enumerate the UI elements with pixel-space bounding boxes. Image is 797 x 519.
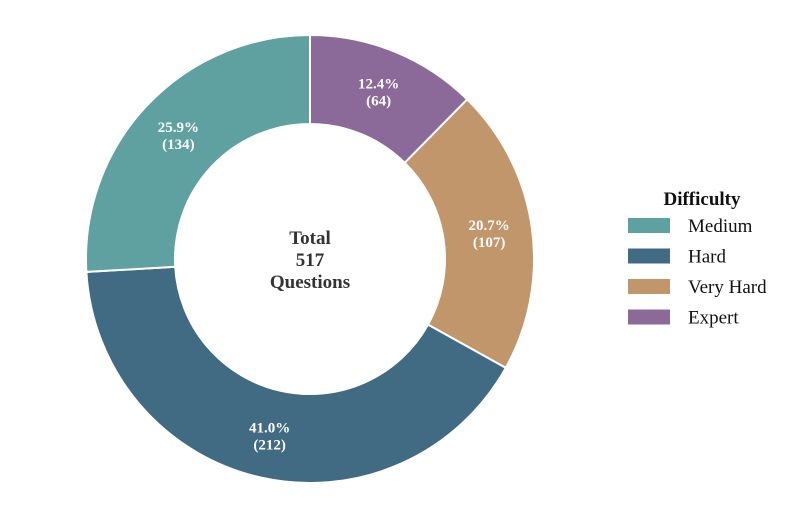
legend-label-hard: Hard (688, 247, 726, 268)
legend-swatch-hard (628, 248, 670, 264)
slice-very-hard (403, 97, 535, 370)
legend-swatch-medium (628, 218, 670, 233)
center-total-text: Total 517 Questions (270, 228, 350, 293)
legend: Difficulty Medium Hard Very Hard Expert (628, 189, 767, 329)
slice-count-label-medium: (134) (162, 137, 195, 153)
legend-title: Difficulty (663, 189, 741, 210)
center-line-2: 517 (296, 250, 325, 271)
slice-count-label-expert: (64) (366, 94, 391, 110)
center-line-3: Questions (270, 272, 350, 293)
legend-swatch-expert (628, 309, 670, 325)
slice-hard (85, 265, 508, 484)
legend-swatch-very-hard (628, 279, 670, 294)
legend-label-expert: Expert (688, 308, 739, 329)
slice-percent-label-medium: 25.9% (158, 120, 199, 136)
slice-percent-label-expert: 12.4% (358, 77, 399, 93)
legend-label-medium: Medium (688, 216, 753, 237)
center-line-1: Total (289, 228, 331, 249)
slice-percent-label-very-hard: 20.7% (469, 218, 510, 234)
slice-labels: 12.4%(64) 20.7%(107) 41.0%(212) 25.9%(134) (158, 77, 510, 454)
slice-count-label-hard: (212) (253, 437, 286, 453)
donut-slices (85, 33, 535, 484)
slice-count-label-very-hard: (107) (473, 235, 506, 251)
slice-percent-label-hard: 41.0% (249, 420, 290, 436)
legend-label-very-hard: Very Hard (688, 277, 767, 298)
slice-medium (85, 33, 311, 273)
